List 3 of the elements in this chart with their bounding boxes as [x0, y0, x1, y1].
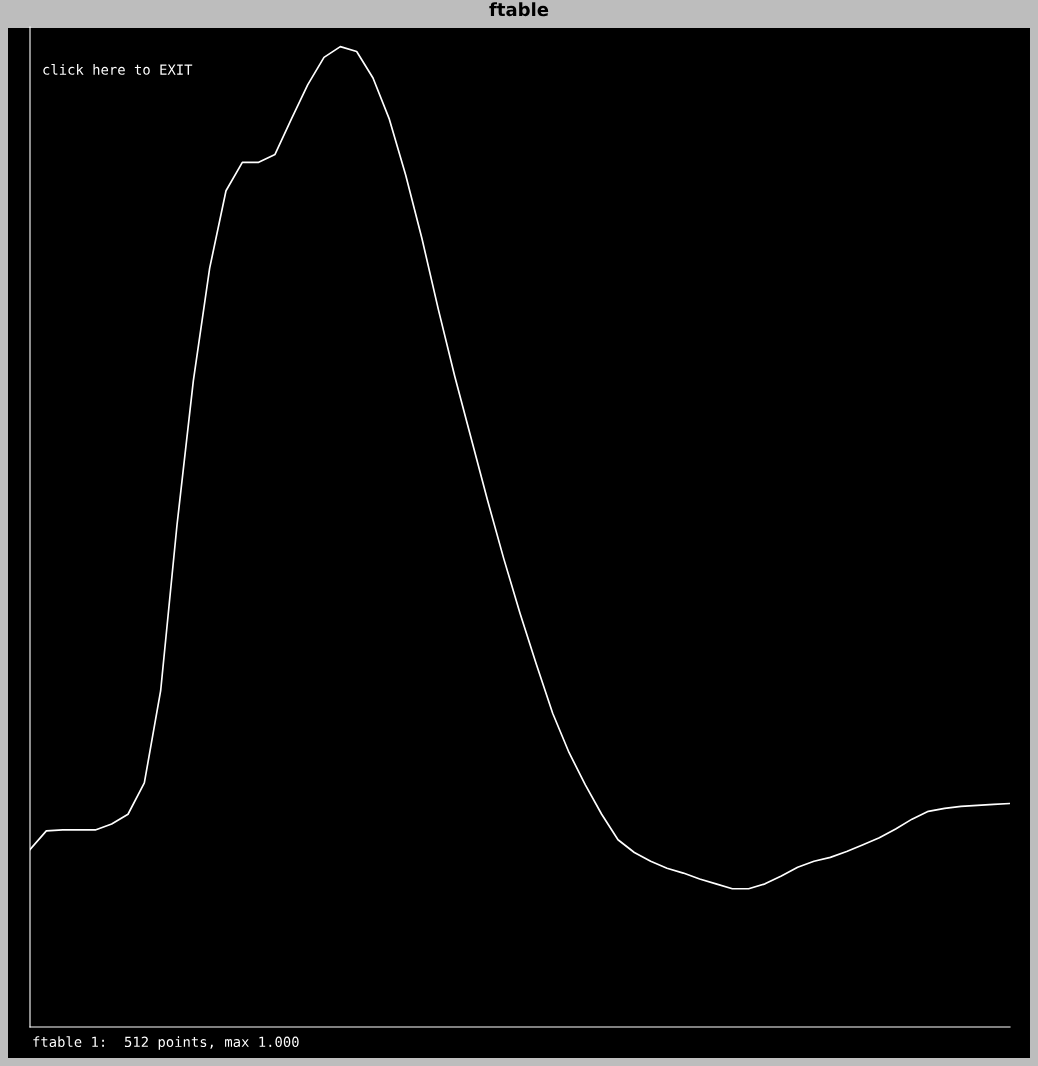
- chart-title: ftable: [489, 2, 549, 17]
- text: ftable 1: 512 points, max 1.000: [33, 1036, 299, 1050]
- annotation: click here to EXIT: [43, 64, 193, 75]
